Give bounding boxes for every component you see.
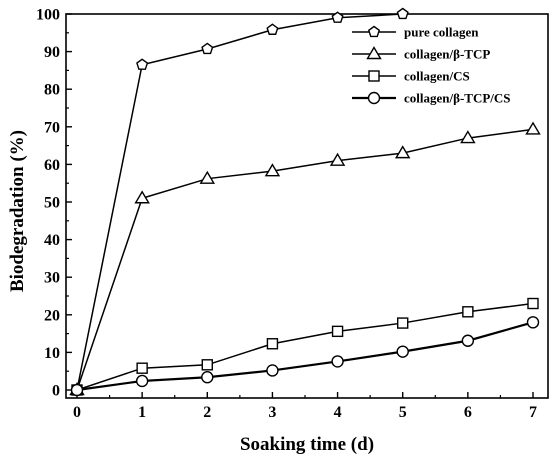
- data-point-triangle: [460, 130, 476, 144]
- series-line: [76, 128, 534, 391]
- legend-label: pure collagen: [404, 25, 479, 40]
- y-tick-label: 0: [52, 383, 60, 400]
- y-tick-label: 90: [44, 44, 60, 61]
- data-point-circle: [367, 91, 381, 105]
- data-point-circle: [331, 355, 344, 368]
- series-line: [76, 321, 534, 392]
- series-pentagon: [70, 7, 409, 396]
- x-tick-label: 5: [399, 404, 407, 421]
- y-tick-label: 60: [44, 157, 60, 174]
- series-layer: [69, 7, 541, 397]
- y-tick-label: 70: [44, 119, 60, 136]
- y-tick-label: 50: [44, 195, 60, 212]
- x-tick-label: 1: [138, 404, 146, 421]
- data-point-circle: [70, 383, 84, 397]
- y-tick-label: 80: [44, 82, 60, 99]
- data-point-pentagon: [266, 23, 279, 35]
- data-point-triangle: [525, 121, 541, 135]
- x-tick-label: 2: [203, 404, 211, 421]
- x-tick-label: 7: [529, 404, 537, 421]
- x-tick-label: 6: [464, 404, 472, 421]
- data-point-circle: [201, 371, 214, 384]
- series-square: [71, 297, 539, 396]
- data-point-pentagon: [201, 42, 214, 55]
- data-point-circle: [396, 345, 409, 358]
- series-triangle: [69, 121, 541, 396]
- data-point-triangle: [264, 163, 281, 177]
- data-point-pentagon: [331, 11, 344, 23]
- data-point-square: [368, 70, 380, 82]
- data-point-square: [331, 325, 344, 338]
- data-point-pentagon: [136, 58, 149, 70]
- x-tick-label: 3: [268, 404, 276, 421]
- series-line: [76, 302, 534, 391]
- legend-item: collagen/CS: [352, 69, 470, 84]
- legend-label: collagen/β-TCP: [404, 47, 490, 62]
- data-point-square: [266, 338, 279, 350]
- data-point-square: [397, 317, 409, 329]
- legend: pure collagen collagen/β-TCP collagen/CS co…: [352, 25, 511, 106]
- y-tick-label: 100: [36, 7, 60, 24]
- y-tick-label: 30: [44, 270, 60, 287]
- data-point-triangle: [329, 152, 346, 166]
- x-axis-label: Soaking time (d): [240, 434, 374, 455]
- data-point-square: [462, 306, 474, 318]
- series-circle: [70, 316, 540, 397]
- data-point-circle: [135, 374, 149, 388]
- data-point-pentagon: [367, 25, 381, 38]
- x-tick-label: 4: [334, 404, 342, 421]
- y-tick-label: 10: [44, 345, 60, 362]
- legend-item: collagen/β-TCP/CS: [352, 91, 511, 106]
- plot-frame: [65, 13, 549, 399]
- x-tick-label: 0: [73, 404, 81, 421]
- data-point-triangle: [134, 190, 150, 204]
- data-point-circle: [526, 316, 540, 329]
- data-point-square: [201, 359, 213, 371]
- data-point-circle: [461, 334, 475, 347]
- data-point-circle: [266, 364, 279, 377]
- axis-ticks: [66, 13, 534, 398]
- data-point-triangle: [199, 170, 216, 184]
- legend-item: pure collagen: [352, 25, 479, 40]
- series-line: [76, 13, 403, 391]
- y-tick-label: 40: [44, 232, 60, 249]
- legend-item: collagen/β-TCP: [352, 46, 490, 62]
- data-point-triangle: [366, 46, 382, 60]
- y-axis-label: Biodegradation (%): [7, 130, 28, 292]
- data-point-triangle: [394, 145, 411, 159]
- data-point-pentagon: [396, 7, 409, 20]
- data-point-square: [527, 297, 539, 310]
- data-point-square: [136, 362, 148, 374]
- legend-label: collagen/β-TCP/CS: [404, 91, 511, 106]
- y-tick-label: 20: [44, 307, 60, 324]
- legend-label: collagen/CS: [404, 69, 470, 84]
